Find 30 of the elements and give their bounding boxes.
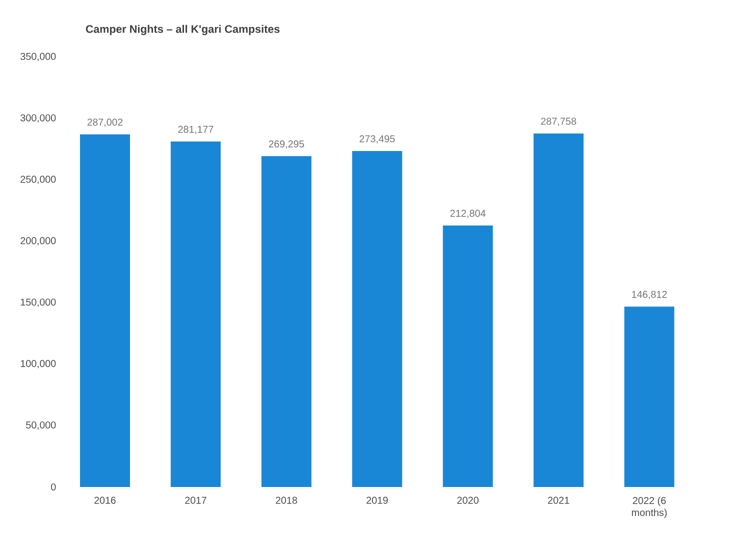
y-tick-label: 300,000 — [20, 114, 56, 123]
x-tick-label: 2019 — [366, 496, 388, 504]
x-tick-label: 2021 — [548, 496, 570, 504]
data-label: 273,495 — [360, 135, 395, 144]
bar — [624, 306, 674, 487]
y-tick-label: 0 — [50, 483, 56, 491]
x-tick-label: 2017 — [185, 496, 206, 504]
data-label: 212,804 — [450, 210, 486, 218]
chart-title: Camper Nights – all K'gari Campsites — [86, 24, 280, 36]
y-tick-label: 350,000 — [20, 52, 56, 62]
data-label: 146,812 — [632, 290, 667, 300]
x-tick-label: 2020 — [457, 496, 479, 504]
y-tick-label: 200,000 — [20, 237, 56, 246]
y-tick-label: 250,000 — [20, 176, 56, 184]
bar — [261, 156, 312, 487]
data-label: 287,002 — [87, 118, 123, 127]
y-tick-label: 150,000 — [20, 298, 56, 307]
data-label: 269,295 — [268, 140, 304, 149]
bar — [170, 142, 221, 487]
bar — [442, 226, 493, 487]
y-tick-label: 50,000 — [26, 421, 56, 430]
bar — [534, 133, 584, 487]
x-tick-label: 2022 (6 months) — [632, 496, 667, 518]
data-label: 287,758 — [541, 118, 576, 126]
bar — [80, 134, 130, 487]
data-label: 281,177 — [178, 126, 214, 134]
x-tick-label: 2018 — [276, 496, 298, 504]
y-tick-label: 100,000 — [20, 360, 56, 368]
bar — [352, 150, 402, 487]
x-tick-label: 2016 — [94, 496, 116, 504]
